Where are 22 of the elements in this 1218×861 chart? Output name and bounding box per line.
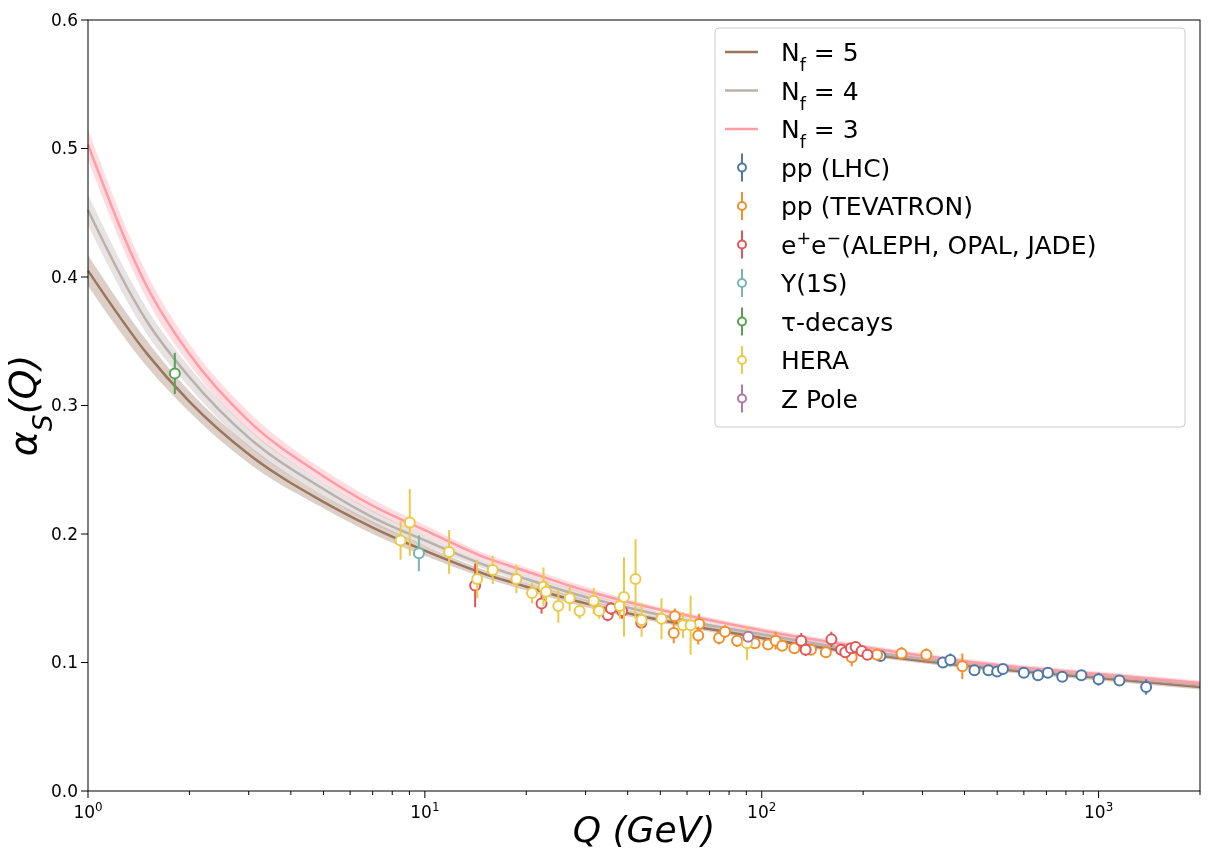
- x-tick-label: 10$^{1}$: [410, 800, 440, 822]
- legend-label: pp (TEVATRON): [781, 192, 973, 221]
- legend-label: Y(1S): [780, 269, 848, 298]
- y-tick-label: 0.2: [50, 523, 78, 544]
- x-tick-label: 10$^{3}$: [1083, 800, 1114, 822]
- x-tick-label: 10$^{2}$: [747, 800, 777, 822]
- y-tick-label: 0.5: [50, 138, 78, 159]
- y-tick-label: 0.4: [50, 266, 78, 287]
- y-tick-label: 0.6: [50, 9, 78, 30]
- legend-label: N$_{f}$ = 4: [781, 76, 859, 114]
- legend-label: Z Pole: [781, 384, 858, 414]
- legend-label: HERA: [781, 346, 850, 375]
- x-axis-title: Q (GeV): [572, 809, 716, 850]
- y-tick-label: 0.3: [50, 395, 78, 416]
- legend-label: N$_{f}$ = 5: [781, 38, 859, 75]
- y-tick-label: 0.1: [50, 652, 78, 673]
- legend-label: e$^{+}$e$^{−}$(ALEPH, OPAL, JADE): [781, 227, 1097, 260]
- x-tick-label: 10$^{0}$: [73, 800, 103, 822]
- y-tick-label: 0.0: [50, 780, 78, 801]
- legend-label: N$_{f}$ = 3: [781, 115, 859, 152]
- legend-label: pp (LHC): [781, 153, 891, 183]
- legend-label: τ-decays: [781, 307, 894, 337]
